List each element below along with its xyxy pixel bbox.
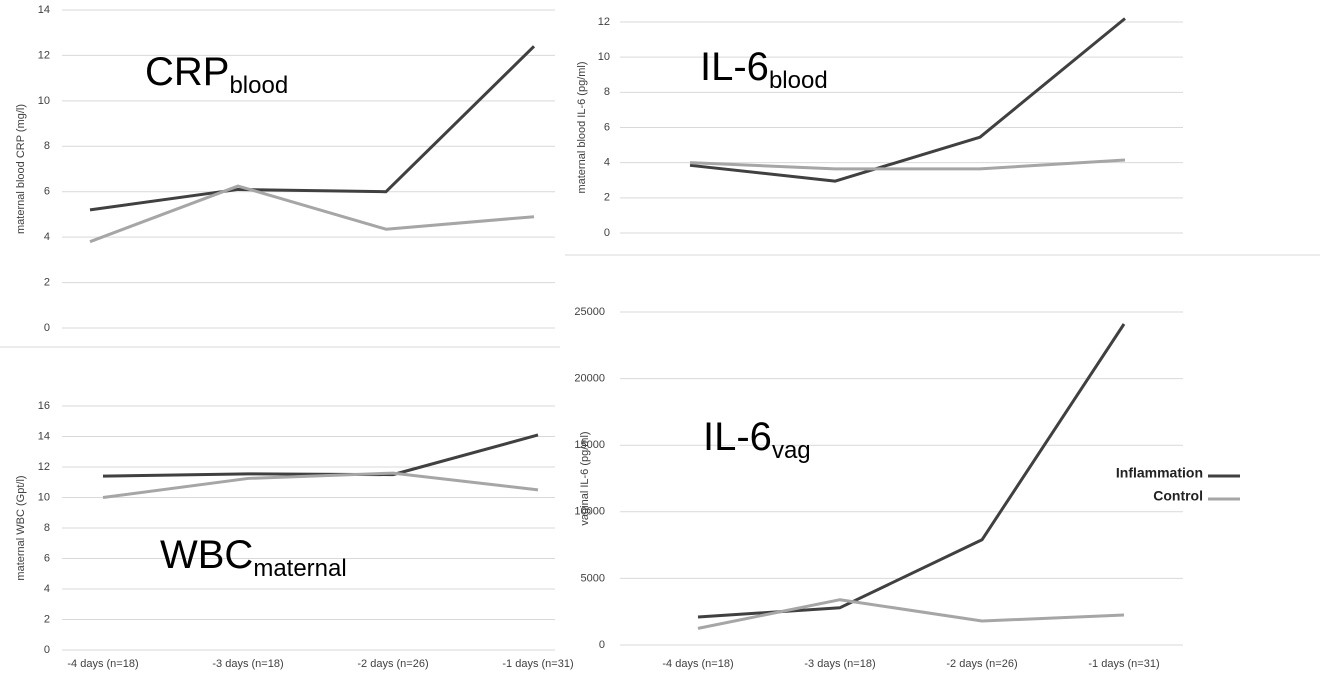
data-line bbox=[102, 433, 539, 478]
y-tick-label: 4 bbox=[44, 231, 50, 243]
y-tick-label: 2 bbox=[604, 192, 610, 204]
title-subscript: blood bbox=[229, 72, 288, 99]
y-tick-label: 4 bbox=[604, 157, 610, 169]
y-tick-label: 16 bbox=[38, 400, 50, 412]
panel-title: IL-6blood bbox=[700, 45, 828, 94]
legend-label: Control bbox=[1153, 488, 1203, 504]
y-tick-label: 8 bbox=[604, 86, 610, 98]
y-tick-label: 15000 bbox=[574, 439, 605, 451]
data-line bbox=[697, 323, 1126, 619]
y-tick-label: 12 bbox=[38, 49, 50, 61]
title-subscript: maternal bbox=[253, 555, 346, 582]
y-tick-label: 14 bbox=[38, 430, 50, 442]
y-tick-label: 6 bbox=[44, 552, 50, 564]
y-tick-label: 8 bbox=[44, 140, 50, 152]
title-subscript: vag bbox=[772, 437, 811, 464]
y-tick-label: 10 bbox=[598, 51, 610, 63]
y-tick-label: 6 bbox=[44, 186, 50, 198]
y-axis-label: maternal blood CRP (mg/l) bbox=[15, 104, 27, 234]
y-tick-label: 8 bbox=[44, 522, 50, 534]
data-line bbox=[697, 598, 1125, 630]
data-line bbox=[689, 17, 1126, 183]
y-tick-label: 20000 bbox=[574, 373, 605, 385]
data-line bbox=[89, 184, 535, 244]
title-subscript: blood bbox=[769, 67, 828, 94]
y-axis-label: maternal WBC (Gpt/l) bbox=[15, 475, 27, 580]
y-tick-label: 10000 bbox=[574, 506, 605, 518]
x-tick-label: -3 days (n=18) bbox=[804, 658, 875, 670]
y-tick-label: 2 bbox=[44, 276, 50, 288]
y-tick-label: 6 bbox=[604, 121, 610, 133]
x-tick-label: -1 days (n=31) bbox=[502, 658, 573, 670]
legend-label: Inflammation bbox=[1116, 465, 1203, 481]
panel-title: IL-6vag bbox=[703, 415, 811, 464]
x-tick-label: -4 days (n=18) bbox=[67, 658, 138, 670]
y-tick-label: 0 bbox=[604, 227, 610, 239]
title-main: WBC bbox=[160, 533, 253, 577]
x-tick-label: -2 days (n=26) bbox=[357, 658, 428, 670]
y-tick-label: 14 bbox=[38, 4, 50, 16]
y-tick-label: 12 bbox=[38, 461, 50, 473]
x-tick-label: -2 days (n=26) bbox=[946, 658, 1017, 670]
title-main: IL-6 bbox=[703, 415, 772, 459]
y-tick-label: 25000 bbox=[574, 306, 605, 318]
y-tick-label: 0 bbox=[44, 644, 50, 656]
y-tick-label: 12 bbox=[598, 16, 610, 28]
x-tick-label: -3 days (n=18) bbox=[212, 658, 283, 670]
panel-title: WBCmaternal bbox=[160, 533, 347, 582]
y-tick-label: 2 bbox=[44, 613, 50, 625]
y-tick-label: 10 bbox=[38, 95, 50, 107]
y-tick-label: 0 bbox=[44, 322, 50, 334]
data-line bbox=[102, 471, 539, 499]
data-line bbox=[689, 158, 1126, 171]
panel-title: CRPblood bbox=[145, 50, 288, 99]
y-axis-label: maternal blood IL-6 (pg/ml) bbox=[576, 61, 588, 193]
y-tick-label: 4 bbox=[44, 583, 50, 595]
y-tick-label: 10 bbox=[38, 491, 50, 503]
y-tick-label: 5000 bbox=[581, 572, 605, 584]
x-tick-label: -4 days (n=18) bbox=[662, 658, 733, 670]
data-line bbox=[89, 45, 536, 212]
title-main: CRP bbox=[145, 50, 229, 94]
y-tick-label: 0 bbox=[599, 639, 605, 651]
title-main: IL-6 bbox=[700, 45, 769, 89]
x-tick-label: -1 days (n=31) bbox=[1088, 658, 1159, 670]
y-axis-label: vaginal IL-6 (pg/ml) bbox=[579, 431, 591, 525]
